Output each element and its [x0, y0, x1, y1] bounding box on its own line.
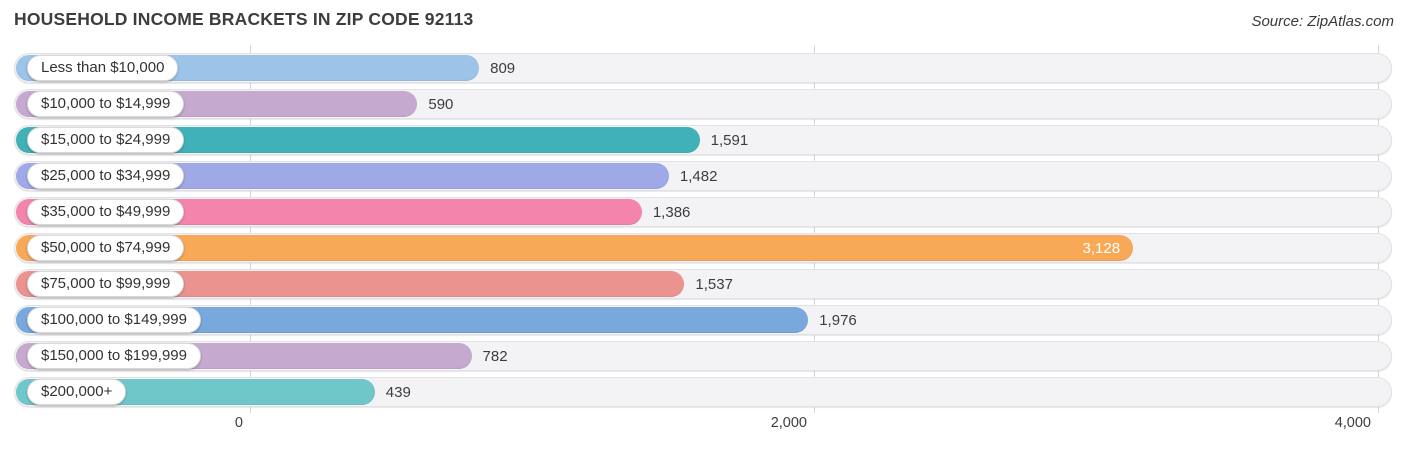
value-label: 1,537: [695, 276, 733, 293]
bar-track: $50,000 to $74,999 3,128: [14, 233, 1392, 263]
value-label: 3,128: [1082, 240, 1121, 257]
category-label-pill: $35,000 to $49,999: [27, 199, 185, 225]
bar-track: $150,000 to $199,999 782: [14, 341, 1392, 371]
category-label: $150,000 to $199,999: [41, 347, 187, 364]
chart-title: HOUSEHOLD INCOME BRACKETS IN ZIP CODE 92…: [14, 9, 474, 29]
category-label-pill: $25,000 to $34,999: [27, 163, 185, 189]
category-label-pill: $75,000 to $99,999: [27, 271, 185, 297]
source-credit: Source: ZipAtlas.com: [1251, 13, 1394, 30]
bar-row: $50,000 to $74,999 3,128: [14, 233, 1392, 263]
bar-track: Less than $10,000 809: [14, 53, 1392, 83]
category-label-pill: $150,000 to $199,999: [27, 343, 201, 369]
category-label: $10,000 to $14,999: [41, 95, 171, 112]
bar-track: $35,000 to $49,999 1,386: [14, 197, 1392, 227]
bar-row: $150,000 to $199,999 782: [14, 341, 1392, 371]
bar-track: $15,000 to $24,999 1,591: [14, 125, 1392, 155]
bar-track: $25,000 to $34,999 1,482: [14, 161, 1392, 191]
gridline: [1378, 45, 1379, 413]
category-label-pill: $50,000 to $74,999: [27, 235, 185, 261]
category-label: $75,000 to $99,999: [41, 275, 171, 292]
x-axis-tick-label: 4,000: [1334, 415, 1371, 431]
category-label: $50,000 to $74,999: [41, 239, 171, 256]
bar-rows: Less than $10,000 809 $10,000 to $14,999…: [14, 53, 1392, 413]
bar-row: Less than $10,000 809: [14, 53, 1392, 83]
category-label-pill: $200,000+: [27, 379, 127, 405]
bar-row: $100,000 to $149,999 1,976: [14, 305, 1392, 335]
category-label-pill: $10,000 to $14,999: [27, 91, 185, 117]
bar-row: $200,000+ 439: [14, 377, 1392, 407]
value-label: 782: [482, 348, 508, 365]
value-label: 1,591: [710, 132, 749, 149]
x-axis-tick-label: 0: [234, 415, 243, 431]
bar-track: $75,000 to $99,999 1,537: [14, 269, 1392, 299]
category-label: $100,000 to $149,999: [41, 311, 187, 328]
category-label: $35,000 to $49,999: [41, 203, 171, 220]
value-label: 439: [385, 384, 411, 401]
gridline: [250, 45, 251, 413]
category-label: $15,000 to $24,999: [41, 131, 171, 148]
gridline: [814, 45, 815, 413]
category-label: $200,000+: [41, 383, 113, 400]
bar-track: $100,000 to $149,999 1,976: [14, 305, 1392, 335]
bar-track: $10,000 to $14,999 590: [14, 89, 1392, 119]
category-label-pill: Less than $10,000: [27, 55, 179, 81]
category-label: Less than $10,000: [41, 59, 165, 76]
category-label: $25,000 to $34,999: [41, 167, 171, 184]
bar-row: $35,000 to $49,999 1,386: [14, 197, 1392, 227]
value-label: 1,976: [819, 312, 857, 329]
bar: [16, 235, 1134, 261]
bar-row: $25,000 to $34,999 1,482: [14, 161, 1392, 191]
bar-row: $75,000 to $99,999 1,537: [14, 269, 1392, 299]
category-label-pill: $100,000 to $149,999: [27, 307, 201, 333]
value-label: 590: [428, 96, 454, 113]
bar-track: $200,000+ 439: [14, 377, 1392, 407]
bar-row: $10,000 to $14,999 590: [14, 89, 1392, 119]
value-label: 809: [490, 60, 516, 77]
value-label: 1,386: [652, 204, 691, 221]
x-axis-tick-label: 2,000: [770, 415, 807, 431]
value-label: 1,482: [679, 168, 718, 185]
bar-row: $15,000 to $24,999 1,591: [14, 125, 1392, 155]
category-label-pill: $15,000 to $24,999: [27, 127, 185, 153]
